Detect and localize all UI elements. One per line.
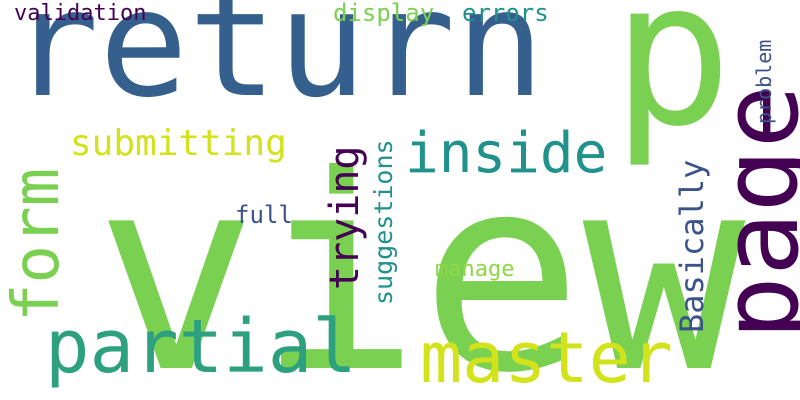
word-validation: validation	[14, 1, 147, 26]
word-form: form	[0, 167, 74, 322]
word-errors: errors	[462, 0, 549, 27]
word-partial: partial	[45, 304, 357, 390]
word-inside: inside	[405, 121, 608, 186]
word-submitting: submitting	[70, 123, 287, 164]
word-view: view	[95, 117, 746, 400]
word-suggestions: suggestions	[369, 139, 398, 305]
word-p: p	[612, 0, 733, 171]
word-manage: manage	[435, 257, 515, 282]
word-full: full	[235, 201, 293, 229]
word-master: master	[420, 317, 673, 399]
word-basically: Basically	[673, 159, 711, 333]
word-return: return	[10, 0, 545, 130]
word-problem: problem	[752, 39, 776, 124]
word-display: display	[333, 0, 435, 27]
word-trying: trying	[322, 145, 368, 291]
